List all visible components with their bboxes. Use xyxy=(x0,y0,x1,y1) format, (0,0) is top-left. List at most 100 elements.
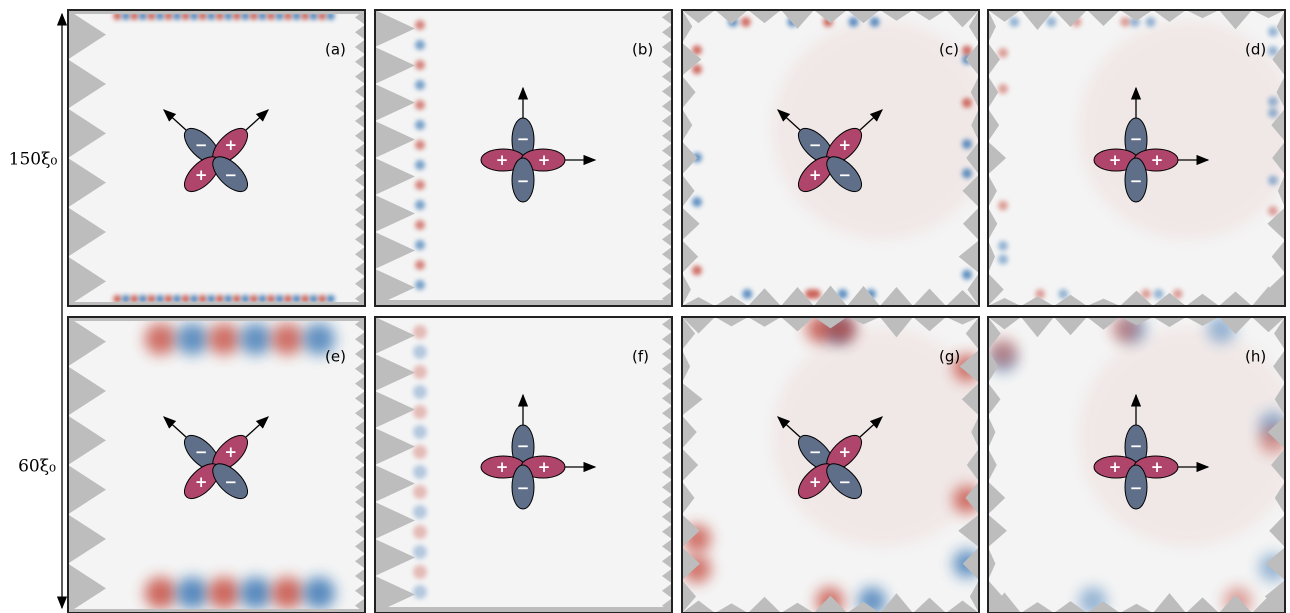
orbital-sign: + xyxy=(195,473,208,491)
panel-label: (h) xyxy=(1245,348,1266,366)
heat-blob xyxy=(415,240,425,250)
panel: (d) −+ +− xyxy=(988,10,1290,306)
heat-blob xyxy=(415,20,425,30)
heat-blob xyxy=(413,365,427,379)
orbital-sign: − xyxy=(517,479,530,497)
orbital-sign: − xyxy=(809,136,822,154)
heat-blob xyxy=(208,323,240,355)
orbital-sign: − xyxy=(225,473,238,491)
panel: (b) −+ +− xyxy=(375,10,672,306)
orbital-sign: + xyxy=(538,151,551,169)
heat-blob xyxy=(415,40,425,50)
heat-blob xyxy=(1268,175,1278,185)
heat-blob xyxy=(122,295,130,303)
orbital-sign: − xyxy=(809,443,822,461)
orbital-sign: + xyxy=(1109,151,1122,169)
orbital-sign: − xyxy=(1130,437,1143,455)
heat-blob xyxy=(284,295,292,303)
panel-label: (d) xyxy=(1245,41,1266,59)
heat-blob xyxy=(415,260,425,270)
heat-blob xyxy=(199,295,207,303)
heat-blob xyxy=(190,295,198,303)
heat-blob xyxy=(415,60,425,70)
heat-blob xyxy=(241,295,249,303)
heat-blob xyxy=(962,270,972,280)
heat-blob xyxy=(182,295,190,303)
heat-blob xyxy=(318,295,326,303)
heat-blob xyxy=(692,197,702,207)
heat-blob xyxy=(1146,17,1156,27)
heat-blob xyxy=(962,168,972,178)
heat-blob xyxy=(415,180,425,190)
heat-blob xyxy=(413,425,427,439)
orbital-sign: − xyxy=(195,443,208,461)
heat-blob xyxy=(1120,17,1130,27)
panel: (a)−++− xyxy=(68,10,365,306)
heat-blob xyxy=(233,295,241,303)
heat-blob xyxy=(113,295,121,303)
orbital-sign: − xyxy=(1130,479,1143,497)
orbital-sign: − xyxy=(517,130,530,148)
heat-blob xyxy=(413,545,427,559)
orbital-sign: + xyxy=(839,443,852,461)
orbital-sign: + xyxy=(496,458,509,476)
orbital-sign: + xyxy=(496,151,509,169)
heat-blob xyxy=(258,295,266,303)
orbital-sign: − xyxy=(517,437,530,455)
heat-blob xyxy=(413,525,427,539)
heat-blob xyxy=(293,295,301,303)
orbital-sign: + xyxy=(1109,458,1122,476)
heat-blob xyxy=(692,265,702,275)
heat-blob xyxy=(176,323,208,355)
heat-blob xyxy=(130,295,138,303)
heat-blob xyxy=(870,17,880,27)
panel-label: (e) xyxy=(325,348,346,366)
heat-blob xyxy=(139,295,147,303)
panel-label: (g) xyxy=(939,348,960,366)
heat-blob xyxy=(413,465,427,479)
panel: (e)−++− xyxy=(68,317,365,613)
heat-blob xyxy=(173,295,181,303)
heat-blob xyxy=(1268,27,1278,37)
heat-blob xyxy=(1268,206,1278,216)
heat-blob xyxy=(271,323,303,355)
orbital-sign: − xyxy=(195,136,208,154)
heat-blob xyxy=(165,295,173,303)
heat-blob xyxy=(207,295,215,303)
heat-blob xyxy=(276,295,284,303)
heat-blob xyxy=(1268,108,1278,118)
orbital-sign: + xyxy=(1151,458,1164,476)
heat-blob xyxy=(413,345,427,359)
orbital-sign: − xyxy=(839,473,852,491)
heat-blob xyxy=(962,139,972,149)
heat-blob xyxy=(742,289,752,299)
panel-label: (c) xyxy=(939,41,959,59)
heat-blob xyxy=(741,17,751,27)
heat-blob xyxy=(1154,289,1164,299)
orbital-sign: − xyxy=(1130,130,1143,148)
orbital-sign: − xyxy=(517,172,530,190)
heat-blob xyxy=(267,295,275,303)
heat-blob xyxy=(156,295,164,303)
heat-blob xyxy=(415,280,425,290)
orbital-sign: − xyxy=(1130,172,1143,190)
orbital-sign: + xyxy=(1151,151,1164,169)
panels: (a)−++−(b)−++−(c)−++−(d)−++−(e)−++−(f)−+… xyxy=(68,10,1290,613)
heat-blob xyxy=(240,323,272,355)
heat-blob xyxy=(327,295,335,303)
heat-blob xyxy=(1046,17,1056,27)
panel: (g)−++− xyxy=(682,315,992,613)
heat-blob xyxy=(1268,97,1278,107)
orbital-sign: − xyxy=(225,166,238,184)
panel: (h) −+ +− xyxy=(988,315,1290,613)
heat-blob xyxy=(310,295,318,303)
heat-blob xyxy=(413,325,427,339)
heat-blob xyxy=(1009,17,1019,27)
panel-label: (b) xyxy=(632,41,653,59)
heat-blob xyxy=(413,585,427,599)
heat-blob xyxy=(208,577,240,609)
heat-blob xyxy=(176,577,208,609)
row-label: 60ξ₀ xyxy=(18,457,56,477)
heat-blob xyxy=(962,98,972,108)
heat-blob xyxy=(998,254,1008,264)
